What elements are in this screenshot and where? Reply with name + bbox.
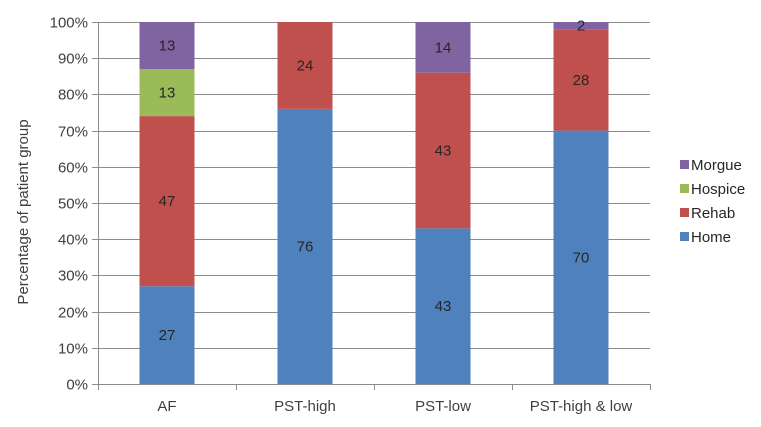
bar-segment-rehab bbox=[139, 116, 195, 287]
y-tick-label: 70% bbox=[58, 124, 88, 141]
y-axis-title: Percentage of patient group bbox=[15, 119, 32, 304]
data-label: 43 bbox=[435, 143, 452, 160]
x-category-label: AF bbox=[157, 398, 176, 415]
legend-label-hospice: Hospice bbox=[691, 181, 745, 198]
data-label: 43 bbox=[435, 298, 452, 315]
data-label: 14 bbox=[435, 39, 452, 56]
y-tick-label: 90% bbox=[58, 51, 88, 68]
y-tick-label: 0% bbox=[66, 377, 88, 394]
axes: 0% 10% 20% 30% 40% 50% 60% 70% 80% 90% 100% AF PST-h… bbox=[50, 15, 651, 415]
legend-swatch-morgue bbox=[680, 160, 689, 169]
bar-segment-morgue bbox=[415, 22, 471, 73]
y-tick-label: 60% bbox=[58, 160, 88, 177]
bar-segment-morgue bbox=[553, 22, 609, 30]
bar-segment-home bbox=[139, 286, 195, 384]
data-label: 24 bbox=[297, 57, 314, 74]
data-label: 13 bbox=[159, 85, 176, 102]
data-labels: 27 47 13 13 76 24 43 43 14 70 28 2 bbox=[159, 18, 590, 345]
y-tick-label: 40% bbox=[58, 232, 88, 249]
y-tick-label: 20% bbox=[58, 305, 88, 322]
legend-swatch-hospice bbox=[680, 184, 689, 193]
y-tick-label: 30% bbox=[58, 268, 88, 285]
bar-segment-morgue bbox=[139, 22, 195, 70]
legend-label-morgue: Morgue bbox=[691, 157, 742, 174]
legend-label-rehab: Rehab bbox=[691, 205, 735, 222]
data-label: 70 bbox=[573, 249, 590, 266]
y-tick-label: 10% bbox=[58, 341, 88, 358]
data-label: 13 bbox=[159, 38, 176, 55]
bar-segment-home bbox=[553, 130, 609, 384]
bar-segment-rehab bbox=[553, 29, 609, 131]
y-tick-label: 80% bbox=[58, 87, 88, 104]
data-label: 47 bbox=[159, 193, 176, 210]
legend-swatch-home bbox=[680, 232, 689, 241]
data-label: 28 bbox=[573, 72, 590, 89]
data-label: 2 bbox=[577, 18, 585, 35]
bar-segment-home bbox=[277, 108, 333, 384]
x-category-label: PST-low bbox=[415, 398, 471, 415]
data-label: 27 bbox=[159, 327, 176, 344]
y-tick-label: 50% bbox=[58, 196, 88, 213]
legend-swatch-rehab bbox=[680, 208, 689, 217]
bar-segment-rehab bbox=[277, 22, 333, 109]
legend: Morgue Hospice Rehab Home bbox=[680, 157, 745, 246]
data-label: 76 bbox=[297, 238, 314, 255]
bars bbox=[139, 22, 609, 384]
bar-segment-home bbox=[415, 228, 471, 384]
y-tick-label: 100% bbox=[50, 15, 88, 32]
x-category-label: PST-high & low bbox=[530, 398, 633, 415]
bar-segment-rehab bbox=[415, 72, 471, 229]
legend-label-home: Home bbox=[691, 229, 731, 246]
x-category-label: PST-high bbox=[274, 398, 336, 415]
bar-segment-hospice bbox=[139, 69, 195, 117]
